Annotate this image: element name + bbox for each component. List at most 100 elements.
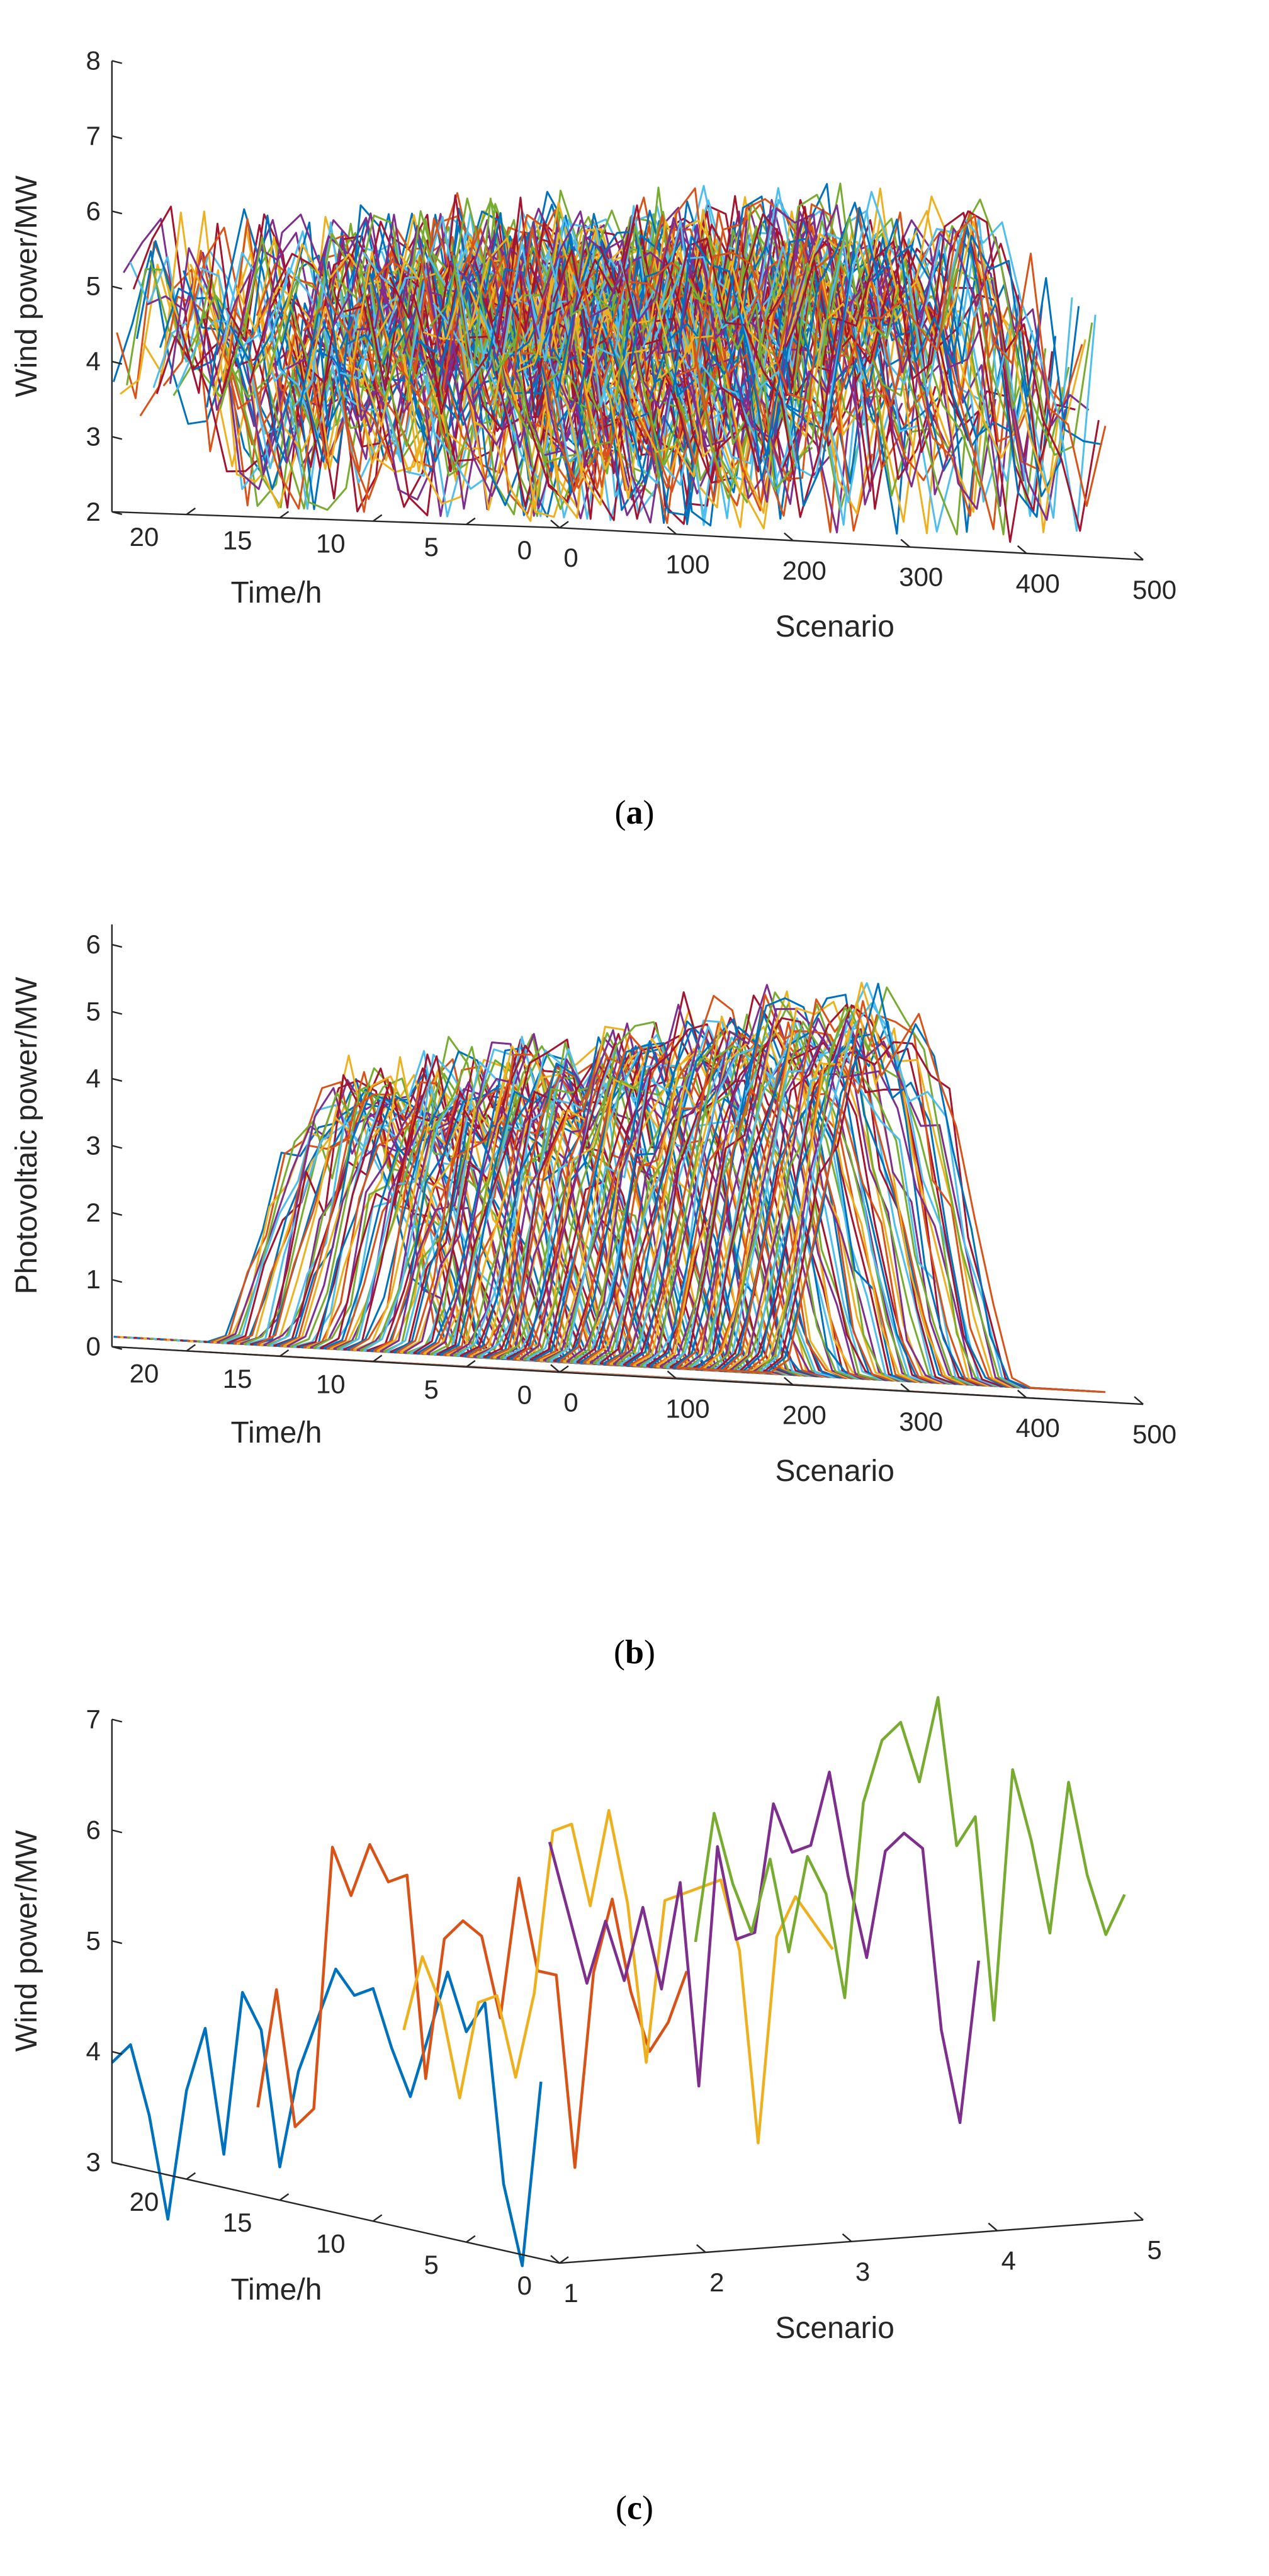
y-tick-label: 15 (223, 2208, 252, 2237)
y-tick-mark (372, 1354, 383, 1363)
y-tick-mark (372, 2214, 383, 2222)
caption-letter: a (626, 793, 643, 831)
z-tick-label: 5 (86, 271, 100, 301)
x-axis-label: Scenario (775, 2312, 894, 2345)
x-tick-mark (667, 526, 677, 535)
z-tick-label: 7 (86, 121, 100, 150)
y-tick-label: 0 (517, 535, 532, 565)
z-axis-label: Photovoltaic power/MW (10, 977, 43, 1295)
z-tick-label: 3 (86, 421, 100, 451)
caption-letter: b (625, 1633, 644, 1671)
z-tick-label: 6 (86, 929, 100, 959)
z-tick-mark (111, 135, 123, 140)
z-tick-label: 7 (86, 1705, 100, 1734)
z-tick-mark (111, 360, 123, 365)
scenario-line (662, 198, 1093, 491)
x-tick-label: 300 (899, 1407, 943, 1436)
z-axis-label: Wind power/MW (10, 1830, 43, 2052)
z-tick-mark (111, 1211, 123, 1216)
x-axis-line (559, 527, 1144, 561)
z-axis-label: Wind power/MW (10, 175, 43, 397)
y-tick-label: 0 (517, 1380, 532, 1409)
z-tick-mark (111, 1011, 123, 1015)
y-tick-label: 5 (424, 2250, 438, 2279)
z-tick-label: 0 (86, 1332, 100, 1361)
x-tick-label: 3 (855, 2257, 870, 2286)
x-axis-label: Scenario (775, 610, 894, 644)
y-tick-mark (186, 1344, 196, 1352)
x-tick-mark (1134, 1396, 1144, 1405)
scenario-line (665, 191, 1097, 532)
x-tick-mark (988, 2222, 998, 2232)
y-tick-label: 15 (223, 1364, 252, 1393)
x-tick-label: 400 (1016, 569, 1060, 598)
z-tick-label: 8 (86, 46, 100, 76)
panel-caption: (c) (616, 2489, 653, 2527)
y-tick-mark (279, 1349, 290, 1357)
z-tick-label: 2 (86, 497, 100, 526)
y-tick-mark (279, 511, 290, 519)
y-tick-mark (186, 508, 196, 516)
z-tick-mark (111, 436, 123, 440)
scenario-line (676, 1000, 1106, 1393)
z-tick-label: 2 (86, 1198, 100, 1227)
z-tick-mark (111, 2161, 123, 2166)
y-tick-label: 10 (316, 2228, 346, 2258)
y-tick-label: 10 (316, 1369, 346, 1399)
y-tick-mark (372, 514, 383, 522)
series-lines (111, 1696, 1126, 2267)
panel-c-axes: 3 4 5 6 7 0 5 10 15 20 1 2 3 4 5 Wind power/MW Time/h Sce… (10, 1705, 1162, 2527)
series-line-scenario-5 (694, 1696, 1126, 2022)
x-tick-label: 500 (1132, 575, 1176, 604)
x-tick-label: 0 (563, 543, 578, 572)
scenario-lines (112, 183, 1107, 543)
series-line-scenario-4 (548, 1771, 980, 2125)
x-tick-label: 400 (1016, 1413, 1060, 1443)
x-tick-mark (550, 519, 560, 529)
y-tick-mark (559, 521, 569, 529)
x-tick-label: 5 (1147, 2235, 1161, 2265)
y-tick-label: 0 (517, 2271, 532, 2300)
x-tick-label: 2 (709, 2267, 724, 2297)
y-tick-mark (279, 2193, 290, 2201)
y-tick-mark (466, 1359, 476, 1368)
x-tick-mark (1017, 1390, 1027, 1399)
z-tick-mark (111, 1279, 123, 1283)
x-tick-label: 100 (665, 549, 709, 579)
z-tick-label: 4 (86, 1064, 100, 1093)
scenario-line (619, 227, 1050, 518)
z-tick-mark (111, 210, 123, 215)
x-tick-mark (784, 1376, 794, 1386)
z-tick-mark (111, 1940, 123, 1944)
x-tick-label: 200 (782, 556, 826, 586)
y-axis-label: Time/h (230, 576, 322, 610)
caption-letter: c (627, 2489, 642, 2527)
x-tick-mark (842, 2233, 852, 2242)
y-tick-mark (466, 517, 476, 525)
x-tick-mark (1134, 552, 1144, 560)
y-axis-line (111, 1346, 560, 1373)
y-tick-label: 15 (223, 525, 252, 555)
y-tick-mark (559, 2256, 569, 2264)
y-axis-label: Time/h (230, 1416, 322, 1450)
scenario-line (675, 215, 1107, 507)
y-axis-line (111, 511, 560, 529)
z-tick-label: 5 (86, 996, 100, 1026)
panel-caption: (b) (614, 1633, 655, 1671)
y-tick-mark (559, 1365, 569, 1373)
x-tick-mark (550, 2255, 560, 2264)
z-tick-mark (111, 1077, 123, 1082)
series-line-scenario-1 (111, 1967, 543, 2267)
y-tick-mark (466, 2235, 476, 2243)
z-tick-label: 1 (86, 1264, 100, 1294)
x-tick-mark (1134, 2211, 1144, 2221)
x-tick-mark (1017, 545, 1027, 554)
z-tick-mark (111, 285, 123, 290)
z-tick-label: 6 (86, 1815, 100, 1844)
x-axis-label: Scenario (775, 1455, 894, 1488)
y-tick-label: 5 (424, 532, 438, 562)
x-tick-mark (900, 538, 911, 548)
z-tick-mark (111, 1346, 123, 1350)
